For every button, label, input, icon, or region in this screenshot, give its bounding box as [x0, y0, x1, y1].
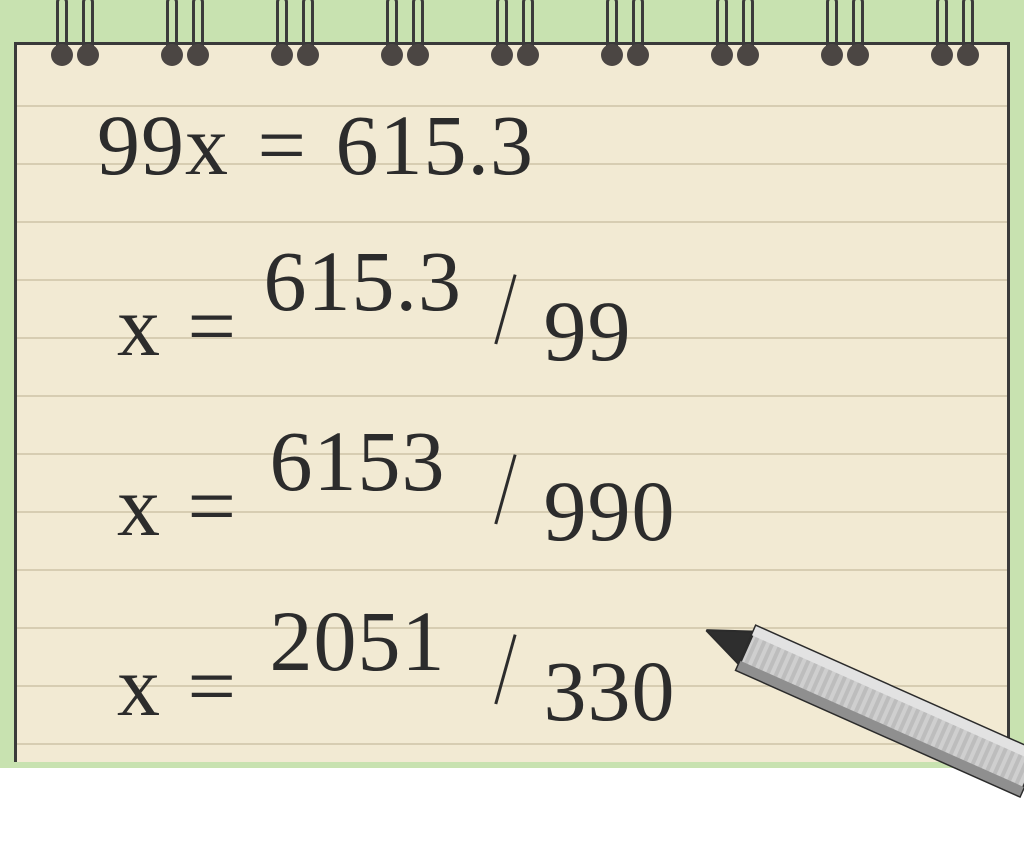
equation-line-1: 99x = 615.3: [97, 95, 534, 195]
eq4-equals: =: [188, 636, 238, 736]
fraction-slash-icon: /: [492, 603, 519, 733]
eq2-numerator: 615.3: [264, 231, 463, 331]
eq3-denominator: 990: [544, 461, 676, 561]
fraction-slash-icon: /: [492, 243, 519, 373]
eq2-denominator: 99: [544, 281, 632, 381]
eq3-numerator: 6153: [270, 411, 446, 511]
equation-line-2: x = 615.3 / 99: [117, 275, 684, 395]
eq2-lhs: x: [117, 276, 161, 376]
eq4-lhs: x: [117, 636, 161, 736]
eq2-equals: =: [188, 276, 238, 376]
fraction-slash-icon: /: [492, 423, 519, 553]
equation-line-4: x = 2051 / 330: [117, 635, 744, 755]
eq3-equals: =: [188, 456, 238, 556]
eq3-lhs: x: [117, 456, 161, 556]
eq1-rhs: 615.3: [336, 95, 535, 195]
spiral-binding: [0, 0, 1024, 70]
eq1-equals: =: [258, 95, 308, 195]
eq4-denominator: 330: [544, 641, 676, 741]
eq1-lhs: 99x: [97, 95, 229, 195]
eq4-numerator: 2051: [270, 591, 446, 691]
equation-line-3: x = 6153 / 990: [117, 455, 744, 575]
